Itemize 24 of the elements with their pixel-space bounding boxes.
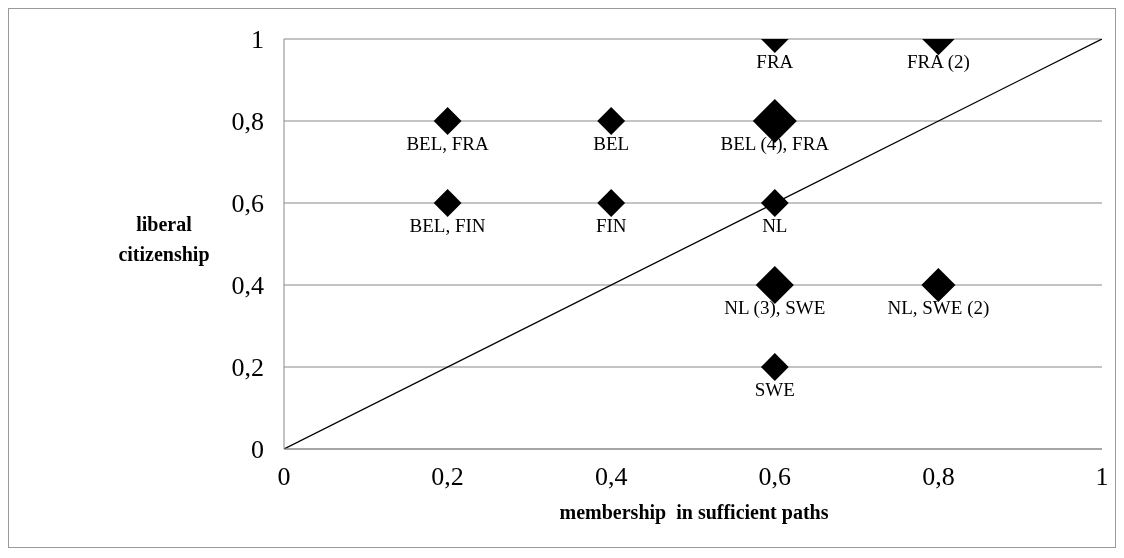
annotation: SWE	[754, 379, 795, 401]
x-tick-label: 0	[277, 462, 291, 492]
annotation: NL (3), SWE	[724, 297, 826, 320]
y-tick-label: 0	[251, 435, 264, 465]
x-axis-title: membership in sufficient paths	[558, 501, 830, 524]
y-tick-label: 0,2	[231, 353, 264, 383]
y-tick-label: 0,4	[231, 271, 264, 301]
annotation: FRA (2)	[906, 51, 970, 74]
annotation: BEL, FRA	[406, 133, 490, 155]
annotation: FIN	[595, 215, 627, 237]
y-tick-label: 1	[251, 25, 264, 55]
x-tick-label: 0,6	[758, 462, 792, 492]
annotation: BEL, FIN	[409, 215, 486, 237]
annotation: FRA	[756, 51, 794, 73]
y-tick-label: 0,6	[231, 189, 264, 219]
x-tick-label: 1	[1095, 462, 1109, 492]
annotation: NL	[762, 215, 788, 237]
x-tick-label: 0,2	[431, 462, 464, 492]
y-axis-title: liberal citizenship	[117, 212, 211, 268]
x-tick-label: 0,4	[594, 462, 628, 492]
annotation: NL, SWE (2)	[887, 297, 990, 320]
y-tick-label: 0,8	[231, 107, 264, 137]
x-tick-label: 0,8	[922, 462, 955, 492]
annotation: BEL	[593, 133, 630, 155]
